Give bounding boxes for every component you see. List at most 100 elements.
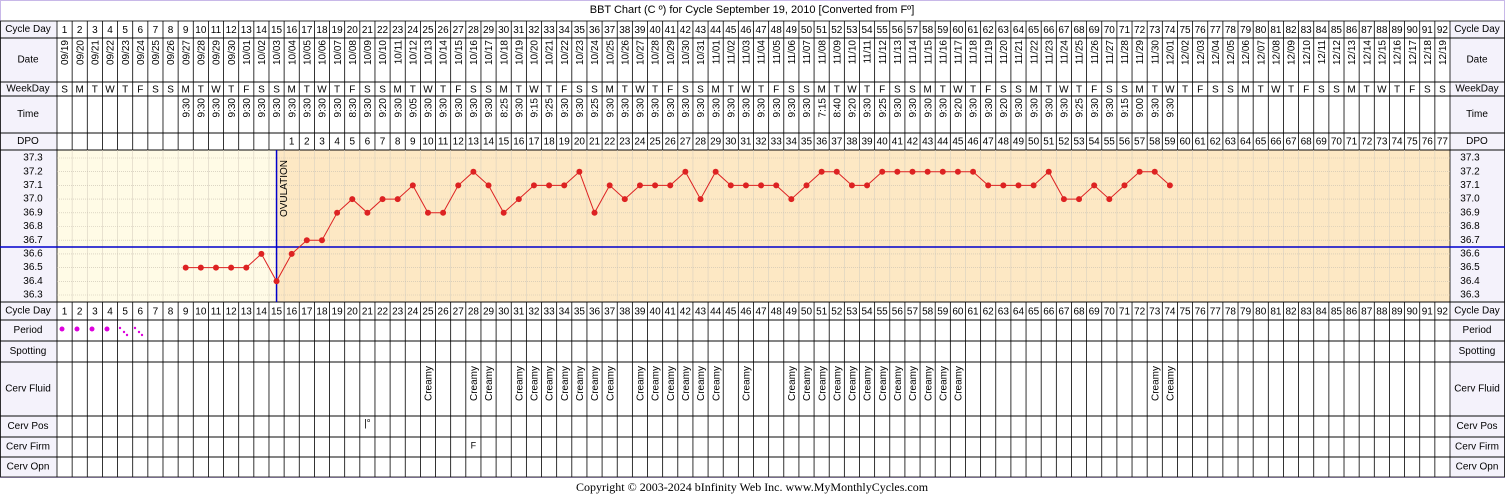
temperature-point [424, 209, 431, 216]
weekday: S [1106, 85, 1113, 96]
temperature-point [515, 196, 522, 203]
cycle-day: 33 [544, 25, 556, 36]
cycle-day: 22 [377, 307, 389, 318]
row-label: Spotting [10, 346, 47, 357]
cycle-day: 18 [316, 307, 328, 318]
time: 9:30 [620, 98, 631, 118]
cycle-day: 71 [1119, 307, 1131, 318]
time: 9:30 [242, 98, 253, 118]
y-tick-label: 36.4 [23, 276, 43, 287]
dpo: 40 [877, 137, 889, 148]
row-label: Cycle Day [5, 306, 51, 317]
weekday: S [1439, 85, 1446, 96]
cycle-day: 72 [1134, 25, 1146, 36]
cycle-day: 89 [1391, 307, 1403, 318]
date: 12/05 [1226, 40, 1237, 65]
time: 9:30 [272, 98, 283, 118]
cycle-day: 48 [771, 25, 783, 36]
date: 09/26 [166, 40, 177, 65]
dpo: 9 [410, 137, 416, 148]
cerv-fluid: Creamy [817, 366, 828, 401]
period-icons [59, 326, 144, 337]
cycle-day: 31 [513, 307, 525, 318]
cycle-day: 59 [937, 307, 949, 318]
temperature-point [318, 237, 325, 244]
cycle-day: 68 [1073, 307, 1085, 318]
date: 10/17 [484, 40, 495, 65]
time: 9:15 [530, 98, 541, 118]
date: 11/23 [1044, 40, 1055, 65]
weekday: T [1394, 85, 1400, 96]
weekday: F [667, 85, 673, 96]
temperature-point [303, 237, 310, 244]
weekday: T [1046, 85, 1052, 96]
date: 10/07 [333, 40, 344, 65]
time: 9:30 [287, 98, 298, 118]
cycle-day: 49 [786, 307, 798, 318]
cycle-day: 75 [1179, 307, 1191, 318]
date: 11/06 [787, 40, 798, 65]
dpo: 17 [528, 137, 540, 148]
dpo: 53 [1073, 137, 1085, 148]
date: 11/10 [848, 40, 859, 65]
weekday: W [317, 85, 327, 96]
cerv-fluid: Creamy [605, 366, 616, 401]
date: 10/05 [302, 40, 313, 65]
weekday: T [970, 85, 976, 96]
time: 9:30 [726, 98, 737, 118]
time: 9:30 [318, 98, 329, 118]
period-dot [74, 326, 80, 332]
cerv-fluid: Creamy [636, 366, 647, 401]
weekday: S [273, 85, 280, 96]
cerv-fluid: Creamy [1150, 366, 1161, 401]
weekday: M [394, 85, 402, 96]
temperature-point [1121, 182, 1128, 189]
dpo: 76 [1422, 137, 1434, 148]
temperature-point [970, 168, 977, 175]
date: 12/15 [1378, 40, 1389, 65]
time: 9:25 [590, 98, 601, 118]
dpo: 60 [1179, 137, 1191, 148]
weekday: T [546, 85, 552, 96]
temperature-point [621, 196, 628, 203]
dpo: 47 [983, 137, 995, 148]
temperature-point [803, 182, 810, 189]
cycle-day: 81 [1270, 25, 1282, 36]
cycle-day: 6 [137, 307, 143, 318]
date: 10/28 [651, 40, 662, 65]
cycle-day: 65 [1028, 307, 1040, 318]
time: 9:05 [408, 98, 419, 118]
dpo: 67 [1285, 137, 1297, 148]
y-tick-label: 36.8 [23, 221, 43, 232]
cycle-day: 52 [831, 307, 843, 318]
date: 10/21 [545, 40, 556, 65]
time: 9:30 [181, 98, 192, 118]
cerv-firm: F [471, 440, 477, 450]
weekday: M [1029, 85, 1037, 96]
period-spot [118, 326, 122, 330]
dpo: 34 [786, 137, 798, 148]
y-tick-label: 36.6 [1460, 249, 1480, 260]
cerv-fluid: Creamy [575, 366, 586, 401]
weekday: S [1318, 85, 1325, 96]
weekday: T [334, 85, 340, 96]
weekday: T [1364, 85, 1370, 96]
dpo: 22 [604, 137, 616, 148]
dpo: 6 [365, 137, 371, 148]
weekday: T [834, 85, 840, 96]
temperature-point [1045, 168, 1052, 175]
cycle-day: 29 [483, 25, 495, 36]
row-label: Cerv Firm [1455, 442, 1499, 453]
y-tick-label: 36.7 [23, 235, 43, 246]
cycle-day: 46 [740, 307, 752, 318]
dpo: 45 [952, 137, 964, 148]
cycle-day: 49 [786, 25, 798, 36]
weekday: S [1227, 85, 1234, 96]
y-tick-label: 36.5 [1460, 262, 1480, 273]
temperature-point [440, 209, 447, 216]
temperature-point [879, 168, 886, 175]
cycle-day: 12 [226, 307, 238, 318]
date: 10/09 [363, 40, 374, 65]
cycle-day: 28 [468, 307, 480, 318]
cycle-day: 84 [1316, 307, 1328, 318]
